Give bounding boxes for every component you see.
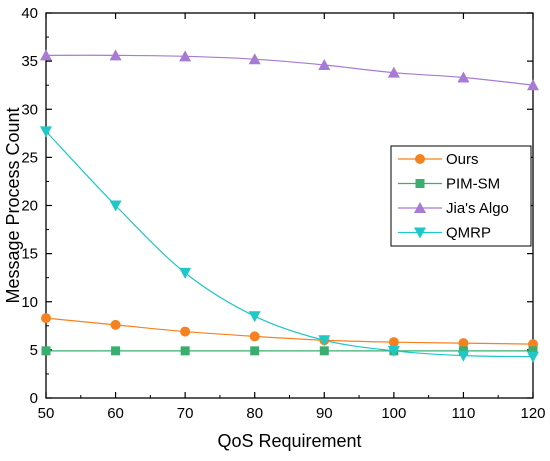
x-tick-label: 100 xyxy=(381,405,406,422)
x-tick-label: 120 xyxy=(520,405,545,422)
x-tick-label: 80 xyxy=(246,405,263,422)
y-tick-label: 20 xyxy=(21,198,38,215)
legend-marker-qmrp xyxy=(414,227,426,239)
x-tick-label: 70 xyxy=(177,405,194,422)
legend-item-qmrp: QMRP xyxy=(398,225,491,242)
x-tick-label: 110 xyxy=(451,405,475,422)
legend-marker-pim-sm xyxy=(415,179,425,188)
data-point-ours xyxy=(388,337,399,348)
data-point-ours xyxy=(110,319,121,330)
data-point-pim-sm xyxy=(319,346,329,356)
data-point-qmrp xyxy=(527,351,539,363)
data-point-qmrp xyxy=(457,350,470,362)
legend-label-pim-sm: PIM-SM xyxy=(446,176,500,193)
data-point-ours xyxy=(41,313,51,324)
x-tick-label: 90 xyxy=(316,405,333,422)
data-point-qmrp xyxy=(109,200,122,212)
data-point-jia-s-algo xyxy=(248,53,261,65)
y-tick-label: 15 xyxy=(21,246,38,263)
data-point-jia-s-algo xyxy=(457,71,470,83)
y-tick-label: 30 xyxy=(21,101,38,118)
data-point-pim-sm xyxy=(111,346,121,356)
data-point-qmrp xyxy=(248,311,261,323)
y-tick-label: 40 xyxy=(21,5,38,22)
data-point-ours xyxy=(249,331,260,342)
legend-label-ours: Ours xyxy=(446,151,479,168)
x-tick-label: 50 xyxy=(38,405,55,422)
y-tick-label: 10 xyxy=(21,294,38,311)
series-qmrp xyxy=(40,126,539,363)
data-point-pim-sm xyxy=(528,346,538,356)
data-point-ours xyxy=(180,326,191,337)
data-point-qmrp xyxy=(40,126,52,138)
data-point-ours xyxy=(458,338,469,349)
x-tick-label: 60 xyxy=(107,405,124,422)
series-line-jia-s-algo xyxy=(45,54,534,86)
y-axis-label: Message Process Count xyxy=(3,107,23,303)
data-point-pim-sm xyxy=(250,346,260,356)
data-point-jia-s-algo xyxy=(318,58,331,70)
legend-item-ours: Ours xyxy=(398,151,479,168)
legend-item-jia-s-algo: Jia's Algo xyxy=(398,200,509,217)
y-tick-label: 0 xyxy=(30,390,38,407)
data-point-jia-s-algo xyxy=(109,49,122,61)
series-line-ours xyxy=(45,317,534,345)
data-point-qmrp xyxy=(387,345,400,357)
y-tick-label: 5 xyxy=(30,342,38,359)
series-jia-s-algo xyxy=(40,49,539,91)
legend-marker-ours xyxy=(415,154,425,164)
legend-marker-jia-s-algo xyxy=(414,202,426,213)
legend-item-pim-sm: PIM-SM xyxy=(398,176,500,193)
x-axis-label: QoS Requirement xyxy=(217,431,361,451)
data-point-jia-s-algo xyxy=(179,50,192,62)
y-tick-label: 35 xyxy=(21,53,38,70)
legend-label-jia-s-algo: Jia's Algo xyxy=(446,200,509,217)
data-point-jia-s-algo xyxy=(387,66,400,78)
legend: Ours PIM-SM Jia's Algo QMRP xyxy=(390,145,532,247)
data-point-pim-sm xyxy=(180,346,190,356)
series-ours xyxy=(41,313,538,350)
y-tick-label: 25 xyxy=(21,149,38,166)
data-point-jia-s-algo xyxy=(527,79,539,91)
data-point-qmrp xyxy=(318,335,331,347)
legend-box xyxy=(390,145,532,247)
data-point-qmrp xyxy=(179,267,192,279)
data-point-jia-s-algo xyxy=(40,49,52,61)
legend-label-qmrp: QMRP xyxy=(446,225,491,242)
data-point-pim-sm xyxy=(41,346,51,356)
